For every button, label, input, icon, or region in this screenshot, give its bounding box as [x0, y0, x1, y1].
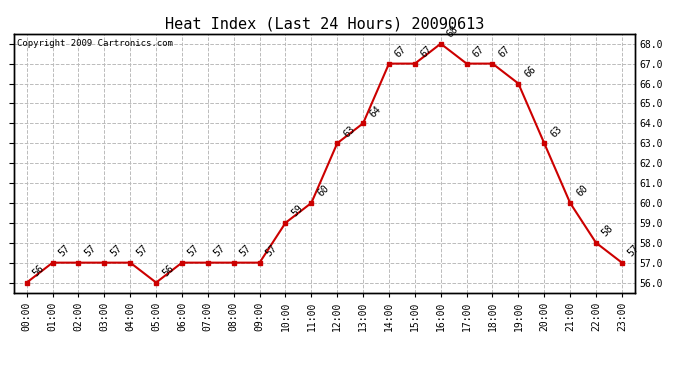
Text: 63: 63	[549, 124, 564, 139]
Text: 63: 63	[342, 124, 357, 139]
Text: 57: 57	[264, 243, 279, 258]
Text: 57: 57	[108, 243, 124, 258]
Text: 57: 57	[186, 243, 201, 258]
Text: 57: 57	[212, 243, 228, 258]
Text: 68: 68	[445, 24, 460, 39]
Text: 66: 66	[522, 64, 538, 80]
Text: 64: 64	[367, 104, 383, 119]
Text: 67: 67	[497, 44, 512, 60]
Text: 57: 57	[57, 243, 72, 258]
Text: 56: 56	[160, 263, 176, 278]
Text: 60: 60	[574, 183, 590, 199]
Text: 67: 67	[419, 44, 435, 60]
Text: 59: 59	[290, 203, 305, 219]
Text: Copyright 2009 Cartronics.com: Copyright 2009 Cartronics.com	[17, 39, 172, 48]
Text: 67: 67	[471, 44, 486, 60]
Text: 57: 57	[626, 243, 642, 258]
Text: 57: 57	[238, 243, 253, 258]
Text: 56: 56	[31, 263, 46, 278]
Text: 67: 67	[393, 44, 408, 60]
Text: 58: 58	[600, 223, 615, 238]
Title: Heat Index (Last 24 Hours) 20090613: Heat Index (Last 24 Hours) 20090613	[165, 16, 484, 31]
Text: 60: 60	[315, 183, 331, 199]
Text: 57: 57	[83, 243, 98, 258]
Text: 57: 57	[135, 243, 150, 258]
